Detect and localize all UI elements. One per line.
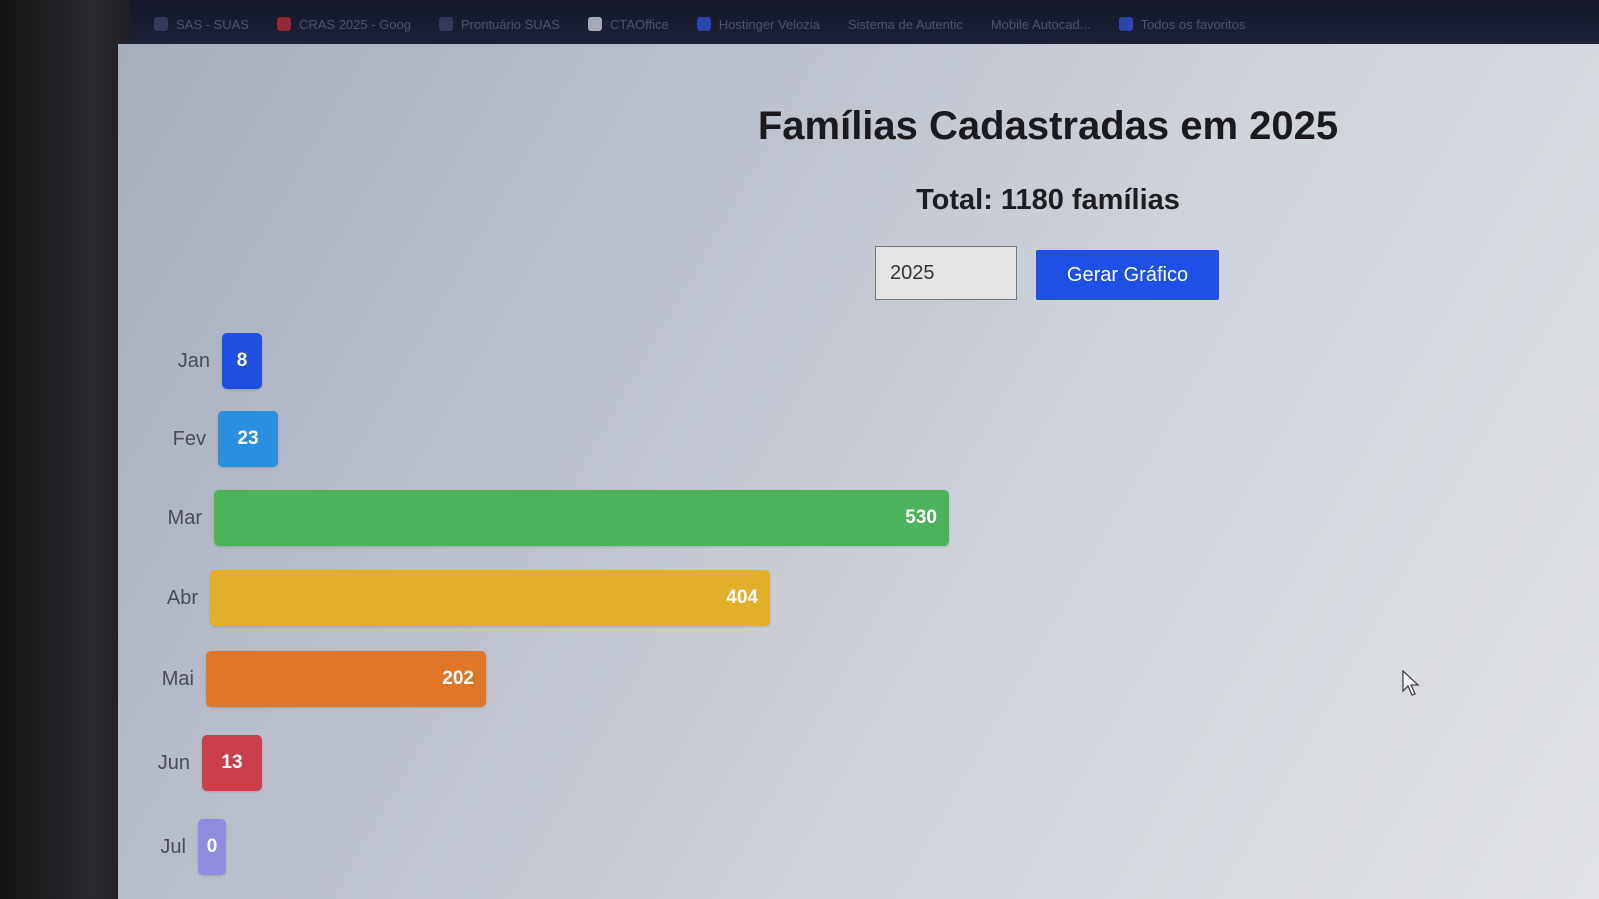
bar-jul: 0	[198, 819, 226, 875]
bar-row: Jul 0	[118, 819, 1518, 875]
screen-bezel	[0, 0, 130, 899]
bar-value-label: 530	[905, 507, 937, 528]
bar-category-label: Jul	[160, 836, 186, 858]
bar-row: Jun 13	[118, 735, 1518, 791]
bar-row: Abr 404	[118, 570, 1518, 626]
bar-value-label: 0	[206, 836, 218, 857]
bookmark-item[interactable]: Prontuário SUAS	[438, 16, 560, 32]
mouse-cursor-icon	[1402, 670, 1420, 696]
bar-jun: 13	[202, 735, 262, 791]
folder-icon	[1118, 17, 1133, 31]
bar-value-label: 8	[236, 350, 248, 371]
bar-row: Mar 530	[118, 490, 1518, 546]
bar-mar: 530	[214, 490, 949, 546]
red-app-icon	[276, 17, 291, 31]
bar-jan: 8	[222, 333, 262, 389]
bookmark-item[interactable]: CRAS 2025 - Goog	[276, 16, 411, 32]
bookmarks-bar: SAS - SUAS CRAS 2025 - Goog Prontuário SUA…	[130, 0, 1599, 48]
bookmark-label: SAS - SUAS	[176, 16, 249, 32]
bookmark-item[interactable]: SAS - SUAS	[154, 17, 249, 32]
chart-icon	[438, 17, 453, 31]
generate-chart-button[interactable]: Gerar Gráfico	[1036, 250, 1219, 300]
bookmark-label: Prontuário SUAS	[460, 16, 560, 32]
bookmark-label: CTAOffice	[609, 16, 669, 32]
bar-value-label: 404	[726, 587, 758, 608]
bookmark-label: Todos os favoritos	[1140, 16, 1246, 32]
year-input[interactable]	[875, 246, 1017, 300]
bookmark-label: Hostinger Velozia	[718, 16, 820, 32]
bar-abr: 404	[210, 570, 770, 626]
bookmark-item[interactable]: CTAOffice	[587, 16, 669, 32]
bar-value-label: 23	[237, 428, 259, 449]
bird-icon	[587, 17, 602, 31]
bar-value-label: 202	[442, 668, 474, 689]
bookmark-item[interactable]: Mobile Autocad...	[991, 17, 1091, 32]
bar-category-label: Mai	[161, 668, 194, 690]
bookmark-label: Sistema de Autentic	[847, 16, 963, 32]
refresh-icon	[154, 17, 168, 31]
bar-row: Fev 23	[118, 411, 1518, 467]
bar-category-label: Mar	[167, 507, 202, 529]
bar-category-label: Jun	[157, 752, 190, 774]
bookmark-label: CRAS 2025 - Goog	[298, 16, 411, 32]
bar-row: Jan 8	[118, 333, 1518, 389]
bar-mai: 202	[206, 651, 486, 707]
bar-row: Mai 202	[118, 651, 1518, 707]
h-logo-icon	[696, 17, 711, 31]
bar-chart: Jan 8 Fev 23 Mar 530 Abr 404 Mai 202 Jun 13 Jul 0	[118, 326, 1599, 899]
bar-category-label: Abr	[166, 587, 198, 609]
total-families: Total: 1180 famílias	[916, 184, 1180, 216]
bar-category-label: Fev	[172, 428, 206, 450]
bookmark-item[interactable]: Todos os favoritos	[1118, 16, 1246, 32]
bar-value-label: 13	[221, 752, 243, 773]
bar-fev: 23	[218, 411, 278, 467]
page-title: Famílias Cadastradas em 2025	[757, 104, 1339, 148]
bar-category-label: Jan	[177, 350, 210, 372]
page-viewport: Famílias Cadastradas em 2025 Total: 1180…	[118, 44, 1599, 899]
bookmark-item[interactable]: Sistema de Autentic	[848, 17, 963, 32]
bookmark-label: Mobile Autocad...	[990, 16, 1091, 32]
bookmark-item[interactable]: Hostinger Velozia	[696, 16, 820, 32]
